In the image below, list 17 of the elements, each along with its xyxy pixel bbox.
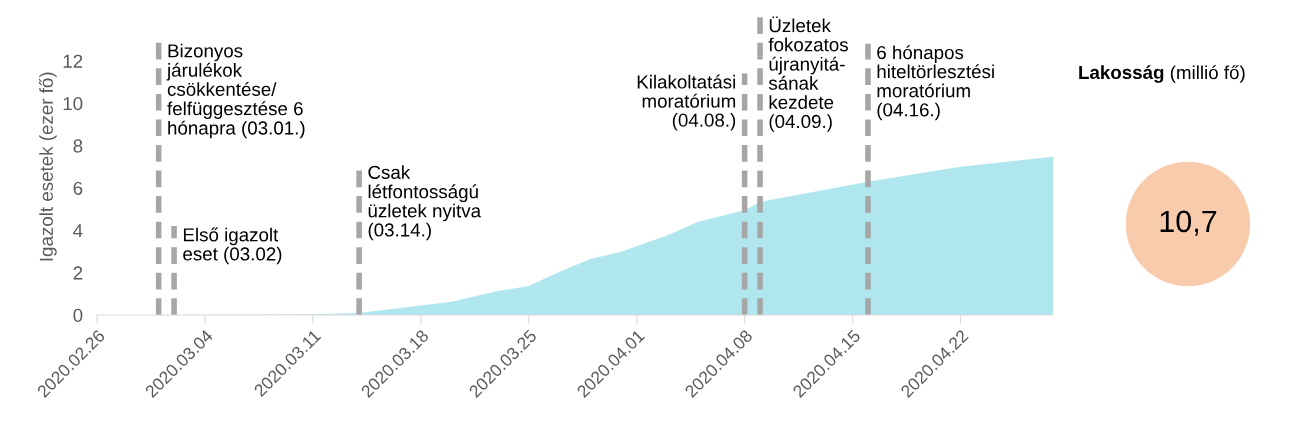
ref-line-label: 6 hónapos hiteltörlesztési moratórium (04.16.)	[877, 45, 994, 121]
y-tick-label: 4	[73, 224, 83, 238]
y-tick-label: 10	[63, 96, 83, 111]
ref-line-label: Üzletek fokozatos újranyitá- sának kezdete (04.09.)	[768, 16, 848, 132]
y-tick-label: 2	[73, 266, 83, 280]
ref-line-label: Bizonyos járulékok csökkentése/ felfüggesztése 6 hónapra (03.01.)	[166, 43, 305, 139]
y-axis-title: Igazolt esetek (ezer fő)	[39, 72, 57, 261]
data-label: 10,7	[1160, 210, 1217, 236]
y-tick-label: 12	[63, 54, 83, 68]
text: (millió fő)	[1170, 65, 1245, 83]
ref-line-label: Első igazolt eset (03.02)	[183, 227, 282, 265]
y-tick-label: 8	[73, 139, 83, 153]
y-tick-label: 6	[73, 181, 83, 195]
text: Lakosság	[1079, 65, 1164, 83]
ref-line-label: Kilakoltatási moratórium (04.08.)	[637, 74, 736, 131]
ref-line-label: Csak létfontosságú üzletek nyitva (03.14.)	[368, 165, 482, 241]
y-tick-label: 0	[73, 308, 83, 322]
